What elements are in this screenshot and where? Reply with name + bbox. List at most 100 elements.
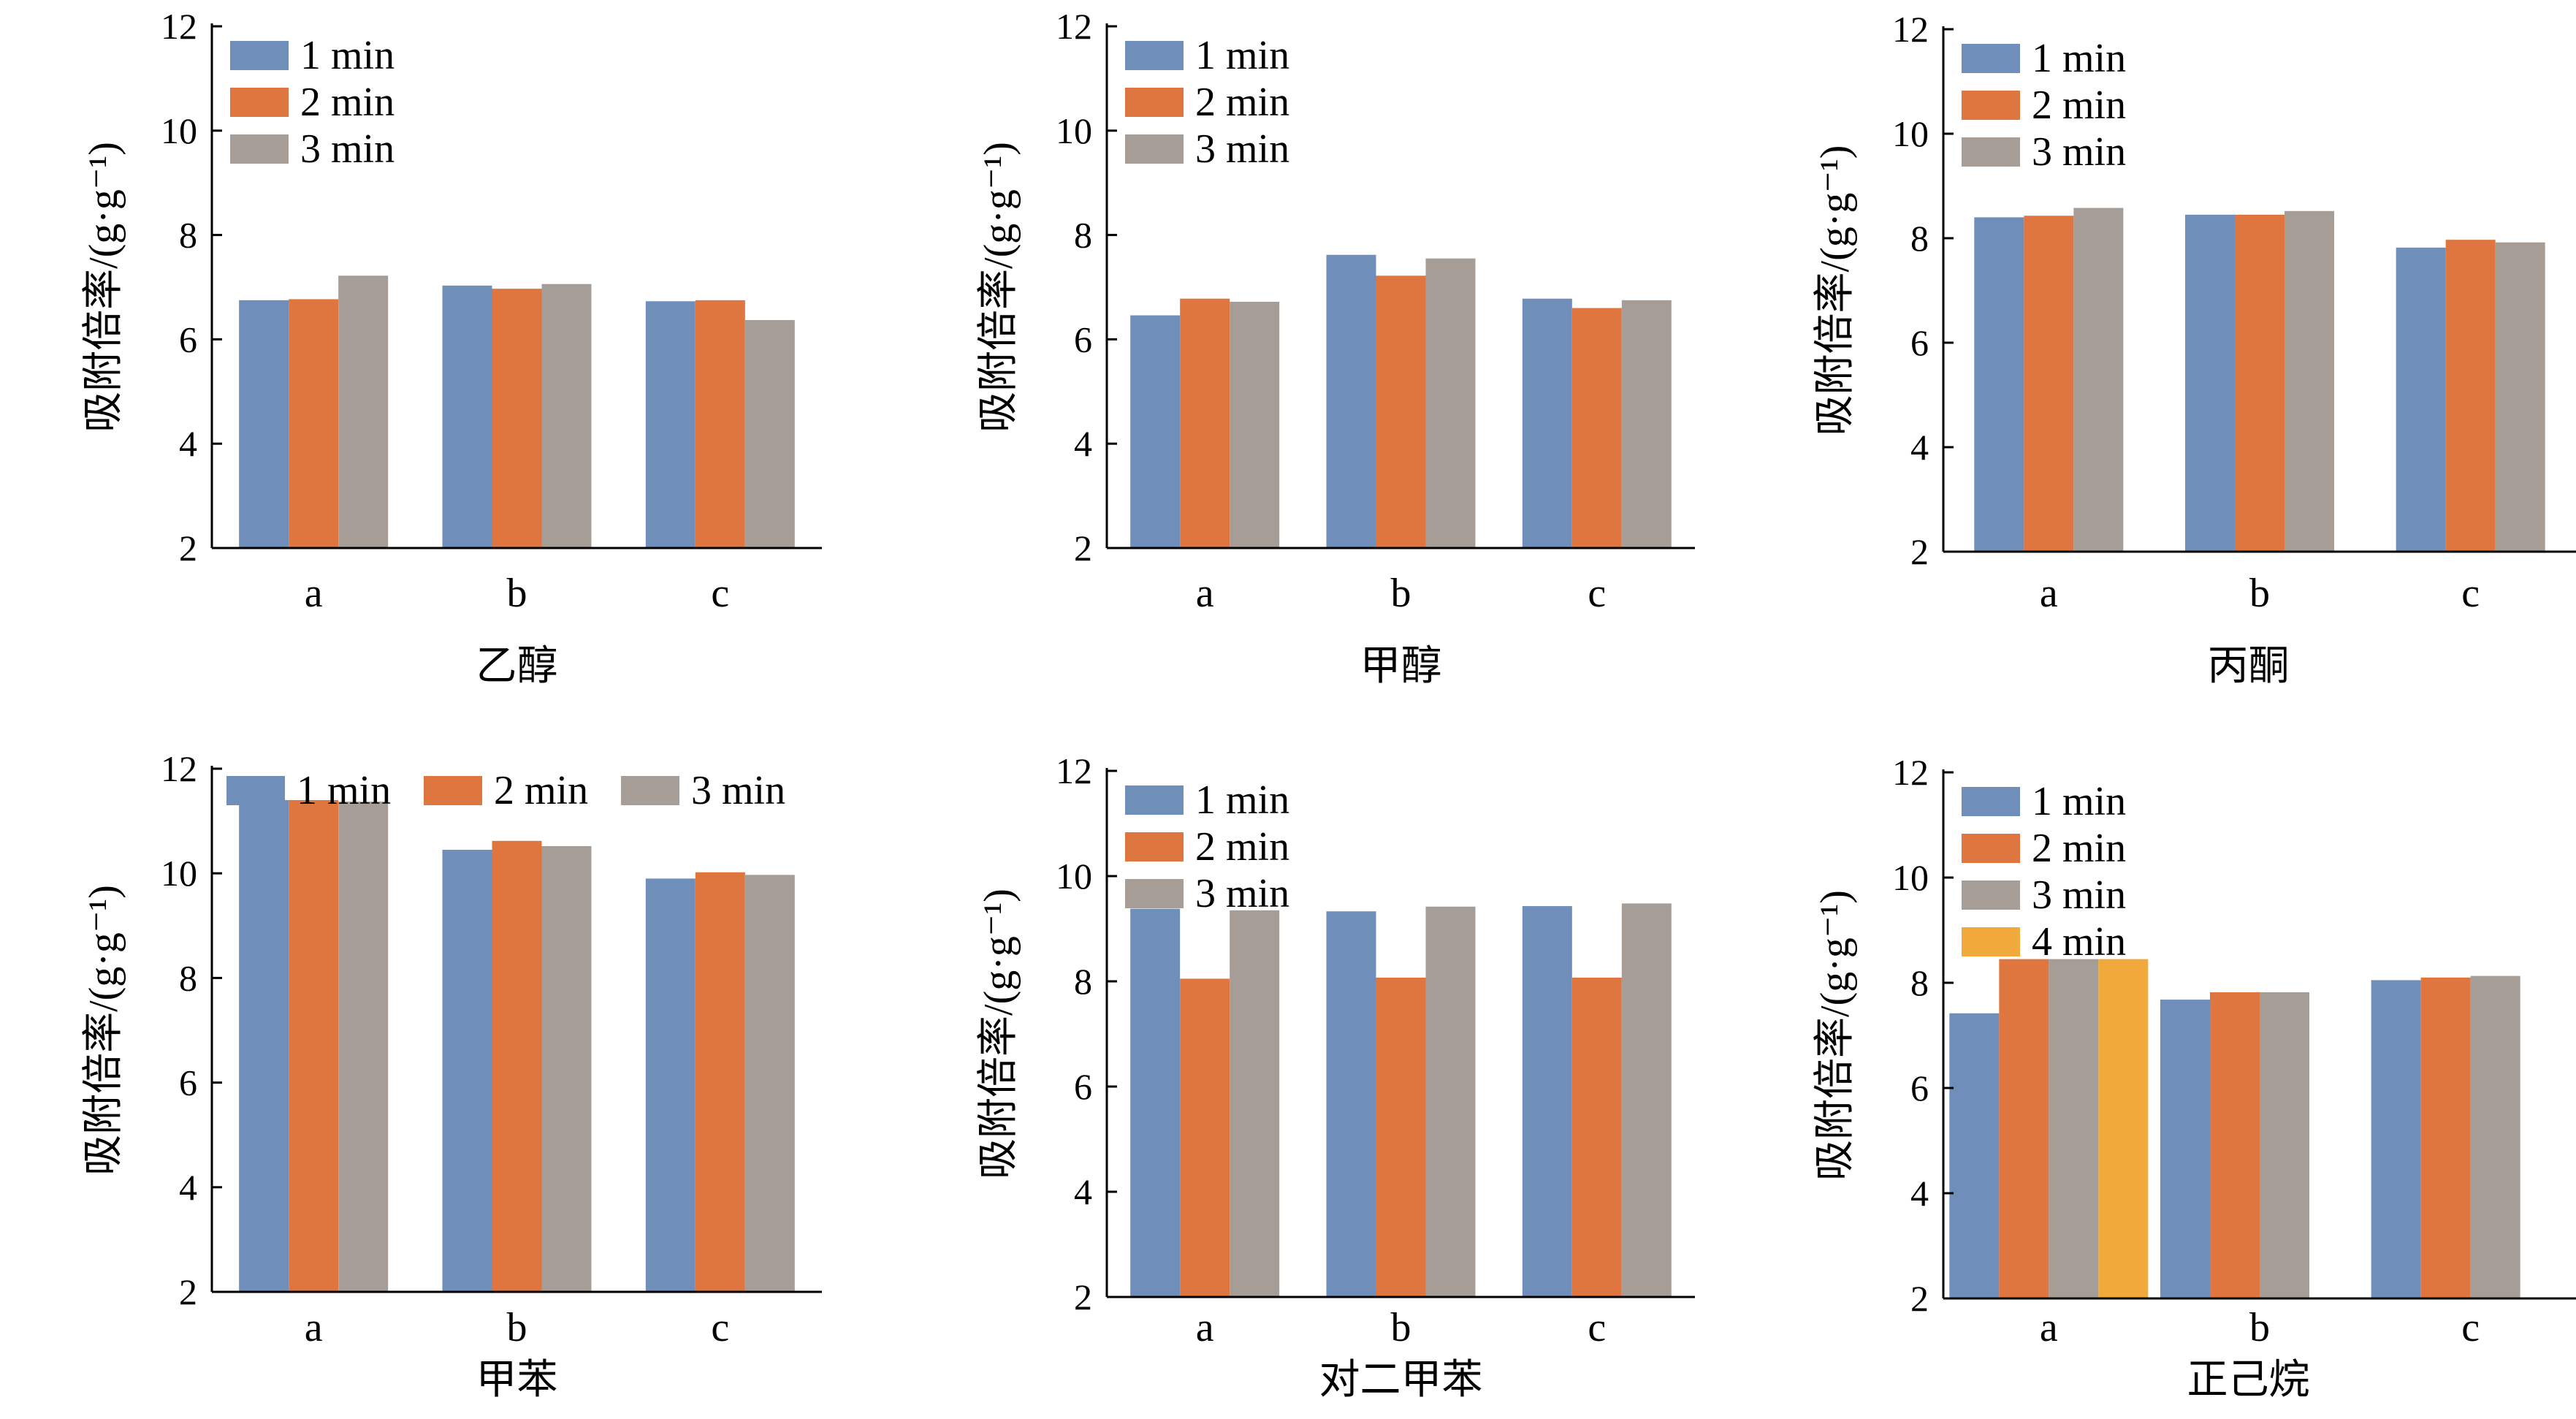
- bar-a-2min: [2024, 216, 2074, 552]
- category-label: b: [507, 571, 527, 616]
- y-tick-label: 8: [1910, 962, 1929, 1003]
- bar-a-2min: [289, 799, 339, 1292]
- legend-swatch: [1962, 927, 2020, 956]
- category-label: c: [2461, 1305, 2480, 1350]
- legend-swatch: [621, 776, 679, 805]
- legend-label: 1 min: [300, 33, 395, 78]
- bar-b-2min: [492, 289, 542, 548]
- bar-a-1min: [1130, 315, 1181, 548]
- y-tick-label: 12: [1056, 6, 1092, 47]
- bar-c-3min: [2470, 975, 2520, 1298]
- legend-label: 2 min: [1195, 80, 1289, 125]
- bar-b-3min: [1425, 906, 1476, 1297]
- bar-c-2min: [695, 872, 745, 1292]
- category-label: b: [2249, 571, 2270, 616]
- y-tick-label: 6: [179, 319, 197, 359]
- bar-b-1min: [1326, 911, 1376, 1297]
- legend-swatch: [424, 776, 482, 805]
- bar-a-2min: [1999, 959, 2049, 1298]
- y-tick-label: 10: [161, 110, 197, 151]
- bar-a-3min: [338, 275, 389, 548]
- legend-swatch: [1125, 88, 1184, 117]
- bar-c-2min: [2445, 240, 2496, 552]
- category-label: a: [2040, 571, 2058, 616]
- legend-label: 2 min: [2032, 83, 2126, 128]
- bar-c-1min: [1522, 906, 1572, 1297]
- bar-a-3min: [2049, 959, 2099, 1298]
- bar-c-2min: [2420, 977, 2471, 1298]
- y-tick-label: 2: [1074, 1277, 1092, 1317]
- category-label: b: [507, 1305, 527, 1350]
- y-tick-label: 2: [179, 528, 197, 568]
- x-axis-label: 丙酮: [2208, 644, 2290, 689]
- bar-a-1min: [239, 300, 289, 548]
- y-tick-label: 4: [179, 1167, 197, 1208]
- bar-c-1min: [2396, 247, 2446, 552]
- y-tick-label: 2: [1074, 528, 1092, 568]
- bar-b-1min: [2185, 214, 2235, 552]
- bar-b-2min: [1376, 275, 1426, 548]
- legend-label: 1 min: [2032, 36, 2126, 81]
- y-tick-label: 6: [1074, 1066, 1092, 1107]
- category-label: a: [1196, 1305, 1214, 1350]
- y-tick-label: 8: [1074, 215, 1092, 256]
- legend-label: 1 min: [1195, 33, 1289, 78]
- bar-c-3min: [744, 875, 795, 1292]
- y-tick-label: 6: [1910, 322, 1929, 363]
- legend-swatch: [1125, 832, 1184, 861]
- y-tick-label: 6: [1074, 319, 1092, 359]
- legend-label: 3 min: [691, 768, 785, 813]
- bar-a-1min: [239, 799, 289, 1292]
- bar-c-2min: [1571, 977, 1622, 1297]
- legend-label: 3 min: [2032, 129, 2126, 175]
- bar-c-3min: [744, 319, 795, 548]
- legend-label: 1 min: [1195, 777, 1289, 823]
- category-label: b: [2249, 1305, 2270, 1350]
- category-label: c: [2461, 571, 2480, 616]
- bar-b-2min: [2235, 214, 2285, 552]
- category-label: c: [711, 571, 729, 616]
- y-axis-label: 吸附倍率/(g·g⁻¹): [1813, 890, 1858, 1181]
- bar-b-3min: [2260, 992, 2309, 1298]
- bar-a-1min: [1949, 1013, 2000, 1298]
- y-tick-label: 10: [161, 853, 197, 894]
- legend-label: 2 min: [494, 768, 588, 813]
- y-tick-label: 12: [161, 6, 197, 47]
- legend-swatch: [1962, 44, 2020, 73]
- bar-a-3min: [1230, 910, 1280, 1297]
- bar-a-3min: [338, 802, 389, 1292]
- category-label: b: [1391, 1305, 1411, 1350]
- category-label: b: [1391, 571, 1411, 616]
- y-tick-label: 8: [179, 957, 197, 998]
- legend-swatch: [1125, 134, 1184, 164]
- x-axis-label: 乙醇: [476, 644, 558, 689]
- legend-swatch: [1962, 834, 2020, 863]
- category-label: a: [2040, 1305, 2058, 1350]
- bar-c-1min: [645, 878, 696, 1292]
- legend-swatch: [1125, 785, 1184, 815]
- y-axis-label: 吸附倍率/(g·g⁻¹): [976, 142, 1021, 433]
- legend-swatch: [1962, 880, 2020, 910]
- bar-b-3min: [2285, 210, 2334, 552]
- bar-c-2min: [695, 300, 745, 548]
- bar-c-1min: [1522, 298, 1572, 548]
- category-label: c: [711, 1305, 729, 1350]
- legend-label: 4 min: [2032, 919, 2126, 965]
- y-tick-label: 2: [1910, 1278, 1929, 1319]
- y-tick-label: 2: [179, 1271, 197, 1312]
- legend-swatch: [1962, 91, 2020, 120]
- bar-a-1min: [1130, 908, 1181, 1297]
- bar-c-2min: [1571, 308, 1622, 548]
- y-tick-label: 4: [1074, 1171, 1092, 1212]
- legend-label: 3 min: [300, 126, 395, 172]
- bar-b-1min: [442, 285, 492, 548]
- category-label: a: [1196, 571, 1214, 616]
- bar-c-1min: [2371, 980, 2421, 1298]
